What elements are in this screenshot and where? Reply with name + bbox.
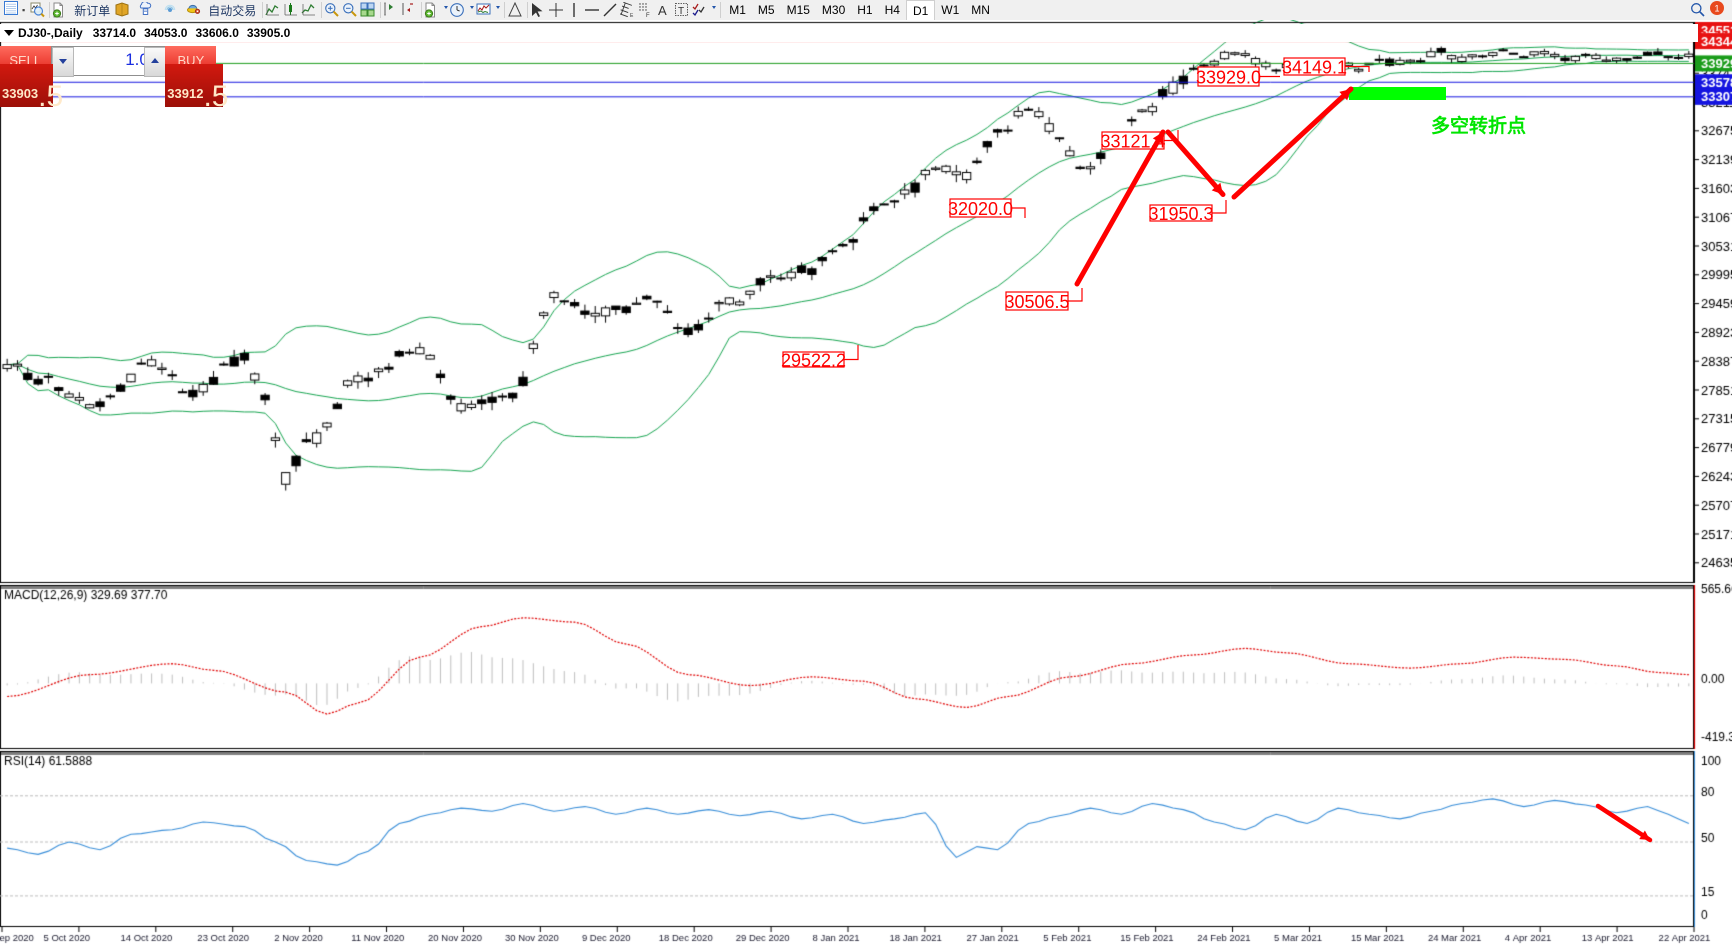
svg-text:F: F — [646, 13, 650, 18]
svg-text:A: A — [658, 3, 667, 18]
svg-text:E: E — [630, 13, 634, 18]
svg-text:1: 1 — [1714, 3, 1719, 13]
svg-text:T: T — [678, 6, 684, 17]
